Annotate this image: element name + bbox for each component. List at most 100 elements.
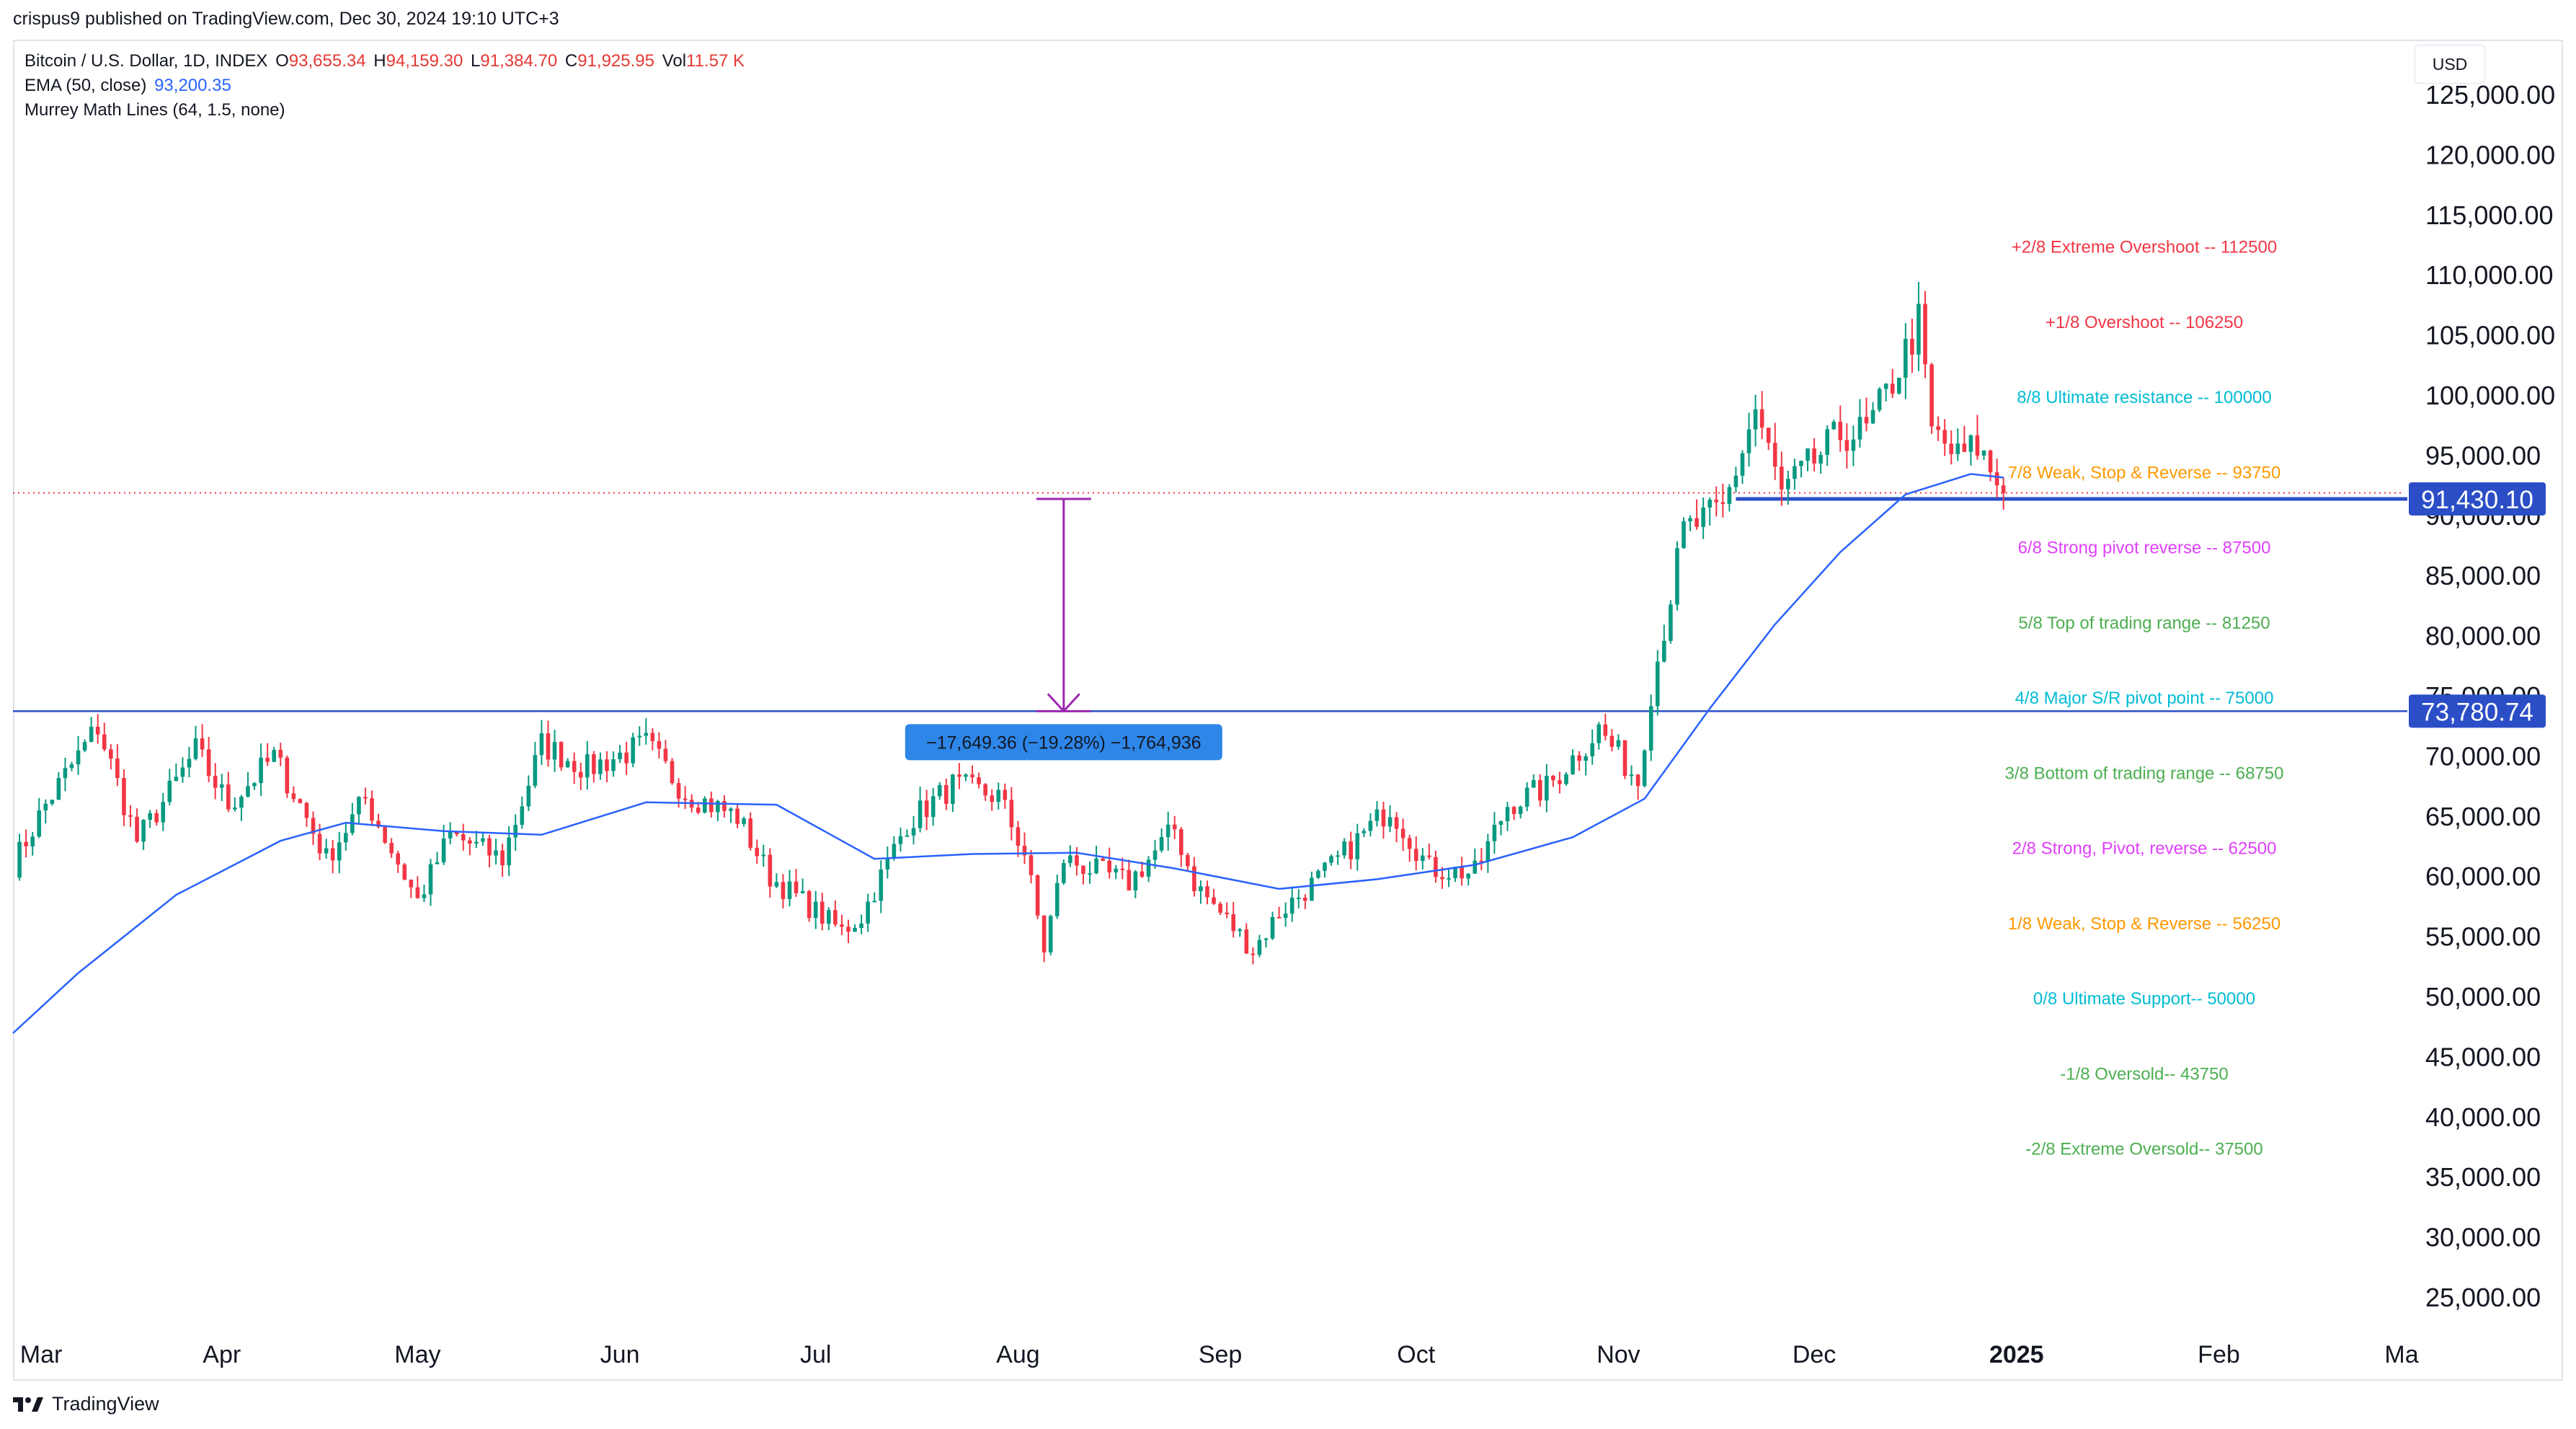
- volume-label: Vol: [662, 51, 687, 71]
- measure-label: −17,649.36 (−19.28%) −1,764,936: [926, 733, 1202, 753]
- candle-body: [1564, 774, 1568, 784]
- murrey-legend-row[interactable]: Murrey Math Lines (64, 1.5, none): [25, 98, 745, 123]
- candle-body: [474, 841, 479, 844]
- candle-body: [76, 750, 81, 765]
- candle-body: [1524, 787, 1529, 807]
- candle-body: [840, 924, 844, 927]
- candle-body: [1413, 849, 1418, 862]
- candle-body: [813, 901, 818, 919]
- measure-group: −17,649.36 (−19.28%) −1,764,936: [905, 497, 1222, 761]
- candle-body: [363, 797, 368, 799]
- chart-legend: Bitcoin / U.S. Dollar, 1D, INDEX O93,655…: [25, 49, 745, 123]
- candle-body: [1707, 500, 1713, 508]
- candle-body: [1609, 735, 1615, 747]
- candle-body: [1075, 855, 1079, 866]
- candle-body: [487, 838, 492, 856]
- candle-body: [1238, 929, 1243, 932]
- candle-body: [937, 784, 942, 797]
- price-badge: [2409, 482, 2546, 516]
- candle-body: [1349, 841, 1354, 859]
- candle-body: [722, 801, 727, 811]
- candle-body: [546, 733, 551, 760]
- murrey-level-label: 2/8 Strong, Pivot, reverse -- 62500: [2012, 839, 2277, 859]
- symbol-title: Bitcoin / U.S. Dollar, 1D, INDEX: [25, 51, 268, 71]
- candle-body: [1316, 870, 1320, 878]
- candle-body: [1584, 756, 1588, 761]
- high-value: 94,159.30: [386, 51, 463, 71]
- x-tick-label: Dec: [1793, 1341, 1836, 1368]
- candle-body: [161, 802, 166, 823]
- candle-body: [970, 774, 974, 778]
- candle-body: [50, 800, 55, 804]
- candle-body: [866, 901, 870, 924]
- publish-header: crispus9 published on TradingView.com, D…: [13, 9, 559, 29]
- candle-body: [1381, 809, 1386, 827]
- candle-body: [1635, 774, 1640, 787]
- candle-body: [370, 798, 374, 821]
- y-tick-label: 55,000.00: [2425, 922, 2541, 952]
- candle-body: [1323, 862, 1327, 871]
- candle-body: [572, 761, 577, 772]
- candle-body: [1016, 827, 1021, 846]
- tradingview-footer[interactable]: TradingView: [13, 1393, 159, 1415]
- candle-body: [833, 910, 838, 925]
- candle-body: [17, 841, 22, 878]
- murrey-level-label: -1/8 Oversold-- 43750: [2060, 1064, 2228, 1084]
- price-badge-label: 73,780.74: [2421, 698, 2533, 726]
- candle-body: [428, 864, 433, 895]
- candle-body: [1537, 780, 1542, 801]
- candle-body: [676, 783, 681, 799]
- ema-label: EMA (50, close): [25, 76, 147, 95]
- candle-body: [1994, 472, 1999, 486]
- candle-body: [944, 784, 949, 804]
- candle-body: [82, 742, 87, 751]
- y-tick-label: 125,000.00: [2425, 80, 2555, 110]
- candle-body: [167, 780, 172, 802]
- candle-body: [56, 778, 61, 800]
- murrey-level-label: -2/8 Extreme Oversold-- 37500: [2025, 1140, 2262, 1159]
- candle-body: [631, 737, 635, 764]
- candle-body: [1688, 518, 1692, 522]
- candle-body: [1590, 743, 1595, 756]
- open-value: 93,655.34: [288, 51, 366, 71]
- symbol-ohlc-row[interactable]: Bitcoin / U.S. Dollar, 1D, INDEX O93,655…: [25, 49, 745, 74]
- candle-body: [1263, 938, 1269, 940]
- x-tick-label: Aug: [996, 1341, 1040, 1368]
- candle-body: [1975, 435, 1980, 456]
- candle-body: [716, 801, 720, 813]
- candle-body: [565, 761, 570, 768]
- y-tick-label: 50,000.00: [2425, 982, 2541, 1012]
- x-tick-label: Sep: [1199, 1341, 1243, 1368]
- candle-body: [206, 749, 211, 777]
- candle-body: [128, 815, 133, 817]
- y-tick-label: 45,000.00: [2425, 1042, 2541, 1071]
- ema-legend-row[interactable]: EMA (50, close) 93,200.35: [25, 74, 745, 98]
- candle-body: [1955, 443, 1960, 454]
- candle-body: [1336, 855, 1340, 857]
- candle-body: [115, 758, 120, 779]
- candle-body: [507, 837, 511, 866]
- candle-body: [592, 754, 596, 774]
- candle-body: [285, 757, 290, 794]
- low-label: L: [471, 51, 481, 71]
- candle-body: [885, 857, 890, 870]
- candle-body: [1545, 776, 1549, 801]
- candle-body: [226, 784, 231, 810]
- candle-body: [441, 838, 446, 863]
- candle-body: [1968, 435, 1973, 452]
- candle-body: [357, 797, 361, 815]
- candle-body: [853, 928, 857, 932]
- candle-body: [1114, 868, 1119, 872]
- candle-body: [820, 901, 825, 924]
- candle-body: [924, 800, 929, 818]
- currency-button[interactable]: USD: [2415, 45, 2485, 84]
- candle-body: [748, 818, 752, 848]
- y-tick-label: 110,000.00: [2425, 260, 2554, 290]
- candle-body: [735, 808, 740, 824]
- candle-body: [1485, 841, 1491, 862]
- murrey-level-label: 1/8 Weak, Stop & Reverse -- 56250: [2008, 914, 2280, 934]
- volume-value: 11.57 K: [686, 51, 745, 71]
- y-axis: 125,000.00 120,000.00 115,000.00 110,000.00…: [2425, 80, 2555, 1312]
- candle-body: [1120, 868, 1125, 870]
